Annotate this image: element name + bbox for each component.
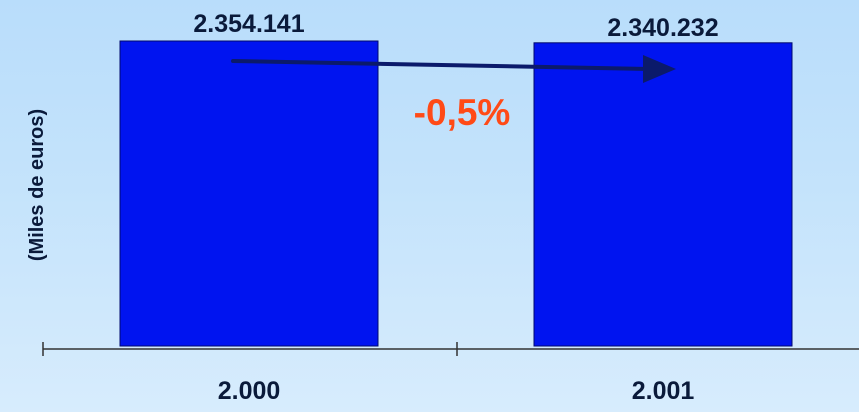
change-percent-label: -0,5%	[414, 92, 511, 133]
arrow-head-icon	[643, 55, 676, 83]
arrow-line	[231, 59, 652, 71]
bar-value-label: 2.354.141	[193, 10, 304, 38]
change-annotation: -0,5%	[231, 55, 676, 133]
bar-2.000	[119, 40, 379, 347]
bar-value-label: 2.340.232	[607, 14, 718, 42]
x-tick-label: 2.001	[632, 377, 695, 405]
y-axis-label: (Miles de euros)	[26, 109, 48, 261]
bar-2.001	[533, 42, 793, 347]
x-tick-label: 2.000	[218, 377, 281, 405]
